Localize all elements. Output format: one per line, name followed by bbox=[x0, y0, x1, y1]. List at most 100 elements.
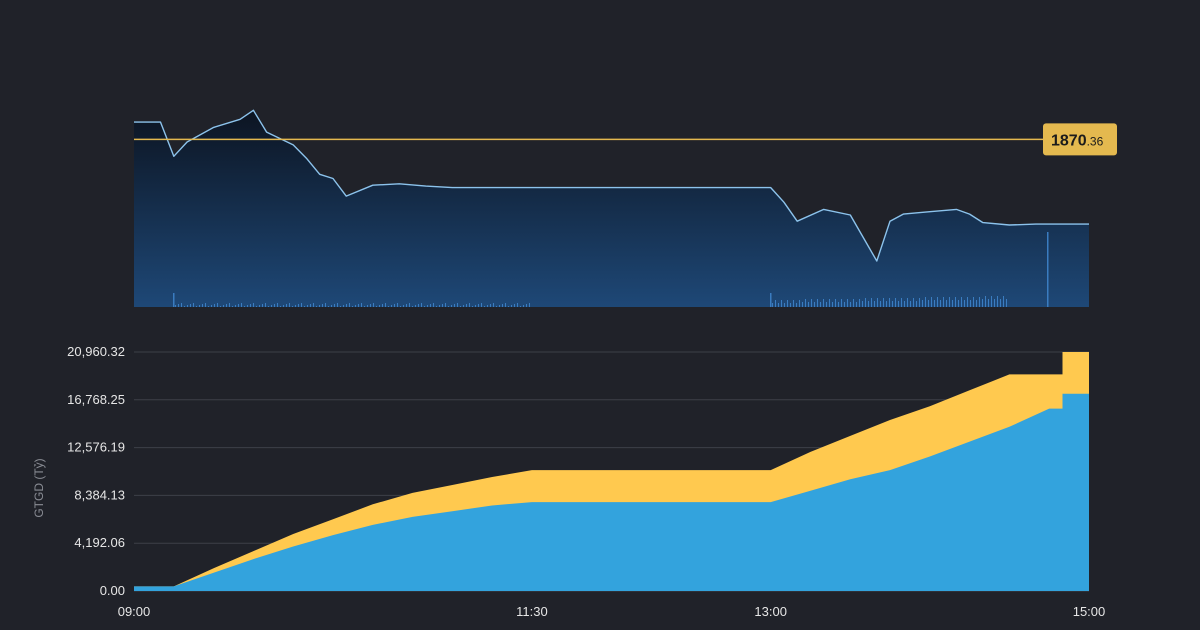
volume-bar bbox=[280, 306, 281, 307]
volume-bar bbox=[472, 306, 473, 307]
volume-bar bbox=[526, 304, 527, 307]
volume-bar bbox=[277, 303, 278, 307]
volume-bar bbox=[892, 301, 893, 307]
volume-bar bbox=[487, 305, 488, 307]
volume-bar bbox=[421, 303, 422, 307]
volume-bar bbox=[514, 304, 515, 307]
value-area-chart: 0.00 4,192.06 8,384.13 12,576.19 16,768.25 20… bbox=[32, 344, 1105, 619]
volume-bar bbox=[199, 305, 200, 307]
volume-bar bbox=[811, 299, 812, 307]
volume-bar bbox=[883, 298, 884, 307]
volume-bar bbox=[868, 301, 869, 307]
volume-bar bbox=[187, 305, 188, 307]
volume-bar bbox=[325, 303, 326, 307]
volume-bar bbox=[817, 299, 818, 307]
volume-bar bbox=[442, 304, 443, 307]
volume-bar bbox=[295, 305, 296, 307]
volume-bar bbox=[367, 305, 368, 307]
volume-bar bbox=[262, 304, 263, 307]
volume-bar bbox=[844, 302, 845, 307]
volume-bar bbox=[181, 303, 182, 307]
volume-bar bbox=[820, 302, 821, 307]
volume-bar bbox=[214, 304, 215, 307]
volume-bar bbox=[895, 298, 896, 307]
y-tick-label: 20,960.32 bbox=[67, 344, 125, 359]
volume-bar bbox=[967, 297, 968, 307]
volume-bar bbox=[775, 300, 776, 307]
volume-bar bbox=[475, 305, 476, 307]
volume-bar bbox=[778, 303, 779, 307]
y-tick-label: 0.00 bbox=[100, 583, 125, 598]
volume-bar bbox=[874, 301, 875, 307]
volume-bar bbox=[268, 306, 269, 307]
volume-bar bbox=[490, 304, 491, 307]
volume-bar bbox=[808, 302, 809, 307]
reference-price-decimal: .36 bbox=[1087, 134, 1104, 148]
volume-bar bbox=[250, 304, 251, 307]
volume-bar bbox=[508, 306, 509, 307]
volume-bar bbox=[784, 303, 785, 307]
volume-bar bbox=[904, 301, 905, 307]
volume-bar bbox=[430, 304, 431, 307]
volume-bar bbox=[175, 305, 176, 307]
volume-bar bbox=[433, 303, 434, 307]
volume-bar bbox=[340, 306, 341, 307]
y-tick-label: 12,576.19 bbox=[67, 440, 125, 455]
x-tick-label: 11:30 bbox=[516, 604, 548, 619]
volume-bar bbox=[937, 297, 938, 307]
volume-bar bbox=[964, 300, 965, 307]
volume-bar bbox=[310, 304, 311, 307]
volume-bar bbox=[484, 306, 485, 307]
volume-bar bbox=[919, 298, 920, 307]
volume-bar bbox=[799, 300, 800, 307]
volume-bar bbox=[403, 305, 404, 307]
volume-bar bbox=[772, 303, 773, 307]
volume-bar bbox=[226, 304, 227, 307]
volume-bar bbox=[1047, 232, 1049, 307]
volume-bar bbox=[481, 303, 482, 307]
volume-bar bbox=[364, 306, 365, 307]
volume-bar bbox=[790, 303, 791, 307]
volume-bar bbox=[382, 304, 383, 307]
volume-bar bbox=[331, 305, 332, 307]
volume-bar bbox=[520, 306, 521, 307]
volume-bar bbox=[862, 301, 863, 307]
volume-bar bbox=[841, 299, 842, 307]
volume-bar bbox=[211, 305, 212, 307]
volume-bar bbox=[241, 303, 242, 307]
volume-bar bbox=[928, 300, 929, 307]
volume-bar bbox=[388, 306, 389, 307]
volume-bar bbox=[235, 305, 236, 307]
volume-bar bbox=[397, 303, 398, 307]
volume-bar bbox=[436, 306, 437, 307]
volume-bar bbox=[256, 306, 257, 307]
x-tick-label: 13:00 bbox=[754, 604, 787, 619]
volume-bar bbox=[973, 297, 974, 307]
volume-bar bbox=[274, 304, 275, 307]
volume-bar bbox=[415, 305, 416, 307]
volume-bar bbox=[940, 300, 941, 307]
volume-bar bbox=[427, 305, 428, 307]
volume-bar bbox=[880, 301, 881, 307]
volume-bar bbox=[265, 303, 266, 307]
volume-bar bbox=[982, 299, 983, 307]
volume-bar bbox=[439, 305, 440, 307]
volume-bar bbox=[805, 299, 806, 307]
volume-bar bbox=[445, 303, 446, 307]
volume-bars bbox=[173, 232, 1049, 307]
volume-bar bbox=[289, 303, 290, 307]
volume-bar bbox=[370, 304, 371, 307]
volume-bar bbox=[355, 305, 356, 307]
volume-bar bbox=[304, 306, 305, 307]
volume-bar bbox=[223, 305, 224, 307]
volume-bar bbox=[958, 300, 959, 307]
volume-bar bbox=[793, 300, 794, 307]
price-line bbox=[134, 109, 1089, 262]
y-tick-label: 8,384.13 bbox=[74, 487, 125, 502]
volume-bar bbox=[448, 306, 449, 307]
volume-bar bbox=[787, 300, 788, 307]
volume-bar bbox=[952, 300, 953, 307]
x-tick-label: 09:00 bbox=[118, 604, 151, 619]
volume-bar bbox=[823, 299, 824, 307]
volume-bar bbox=[334, 304, 335, 307]
